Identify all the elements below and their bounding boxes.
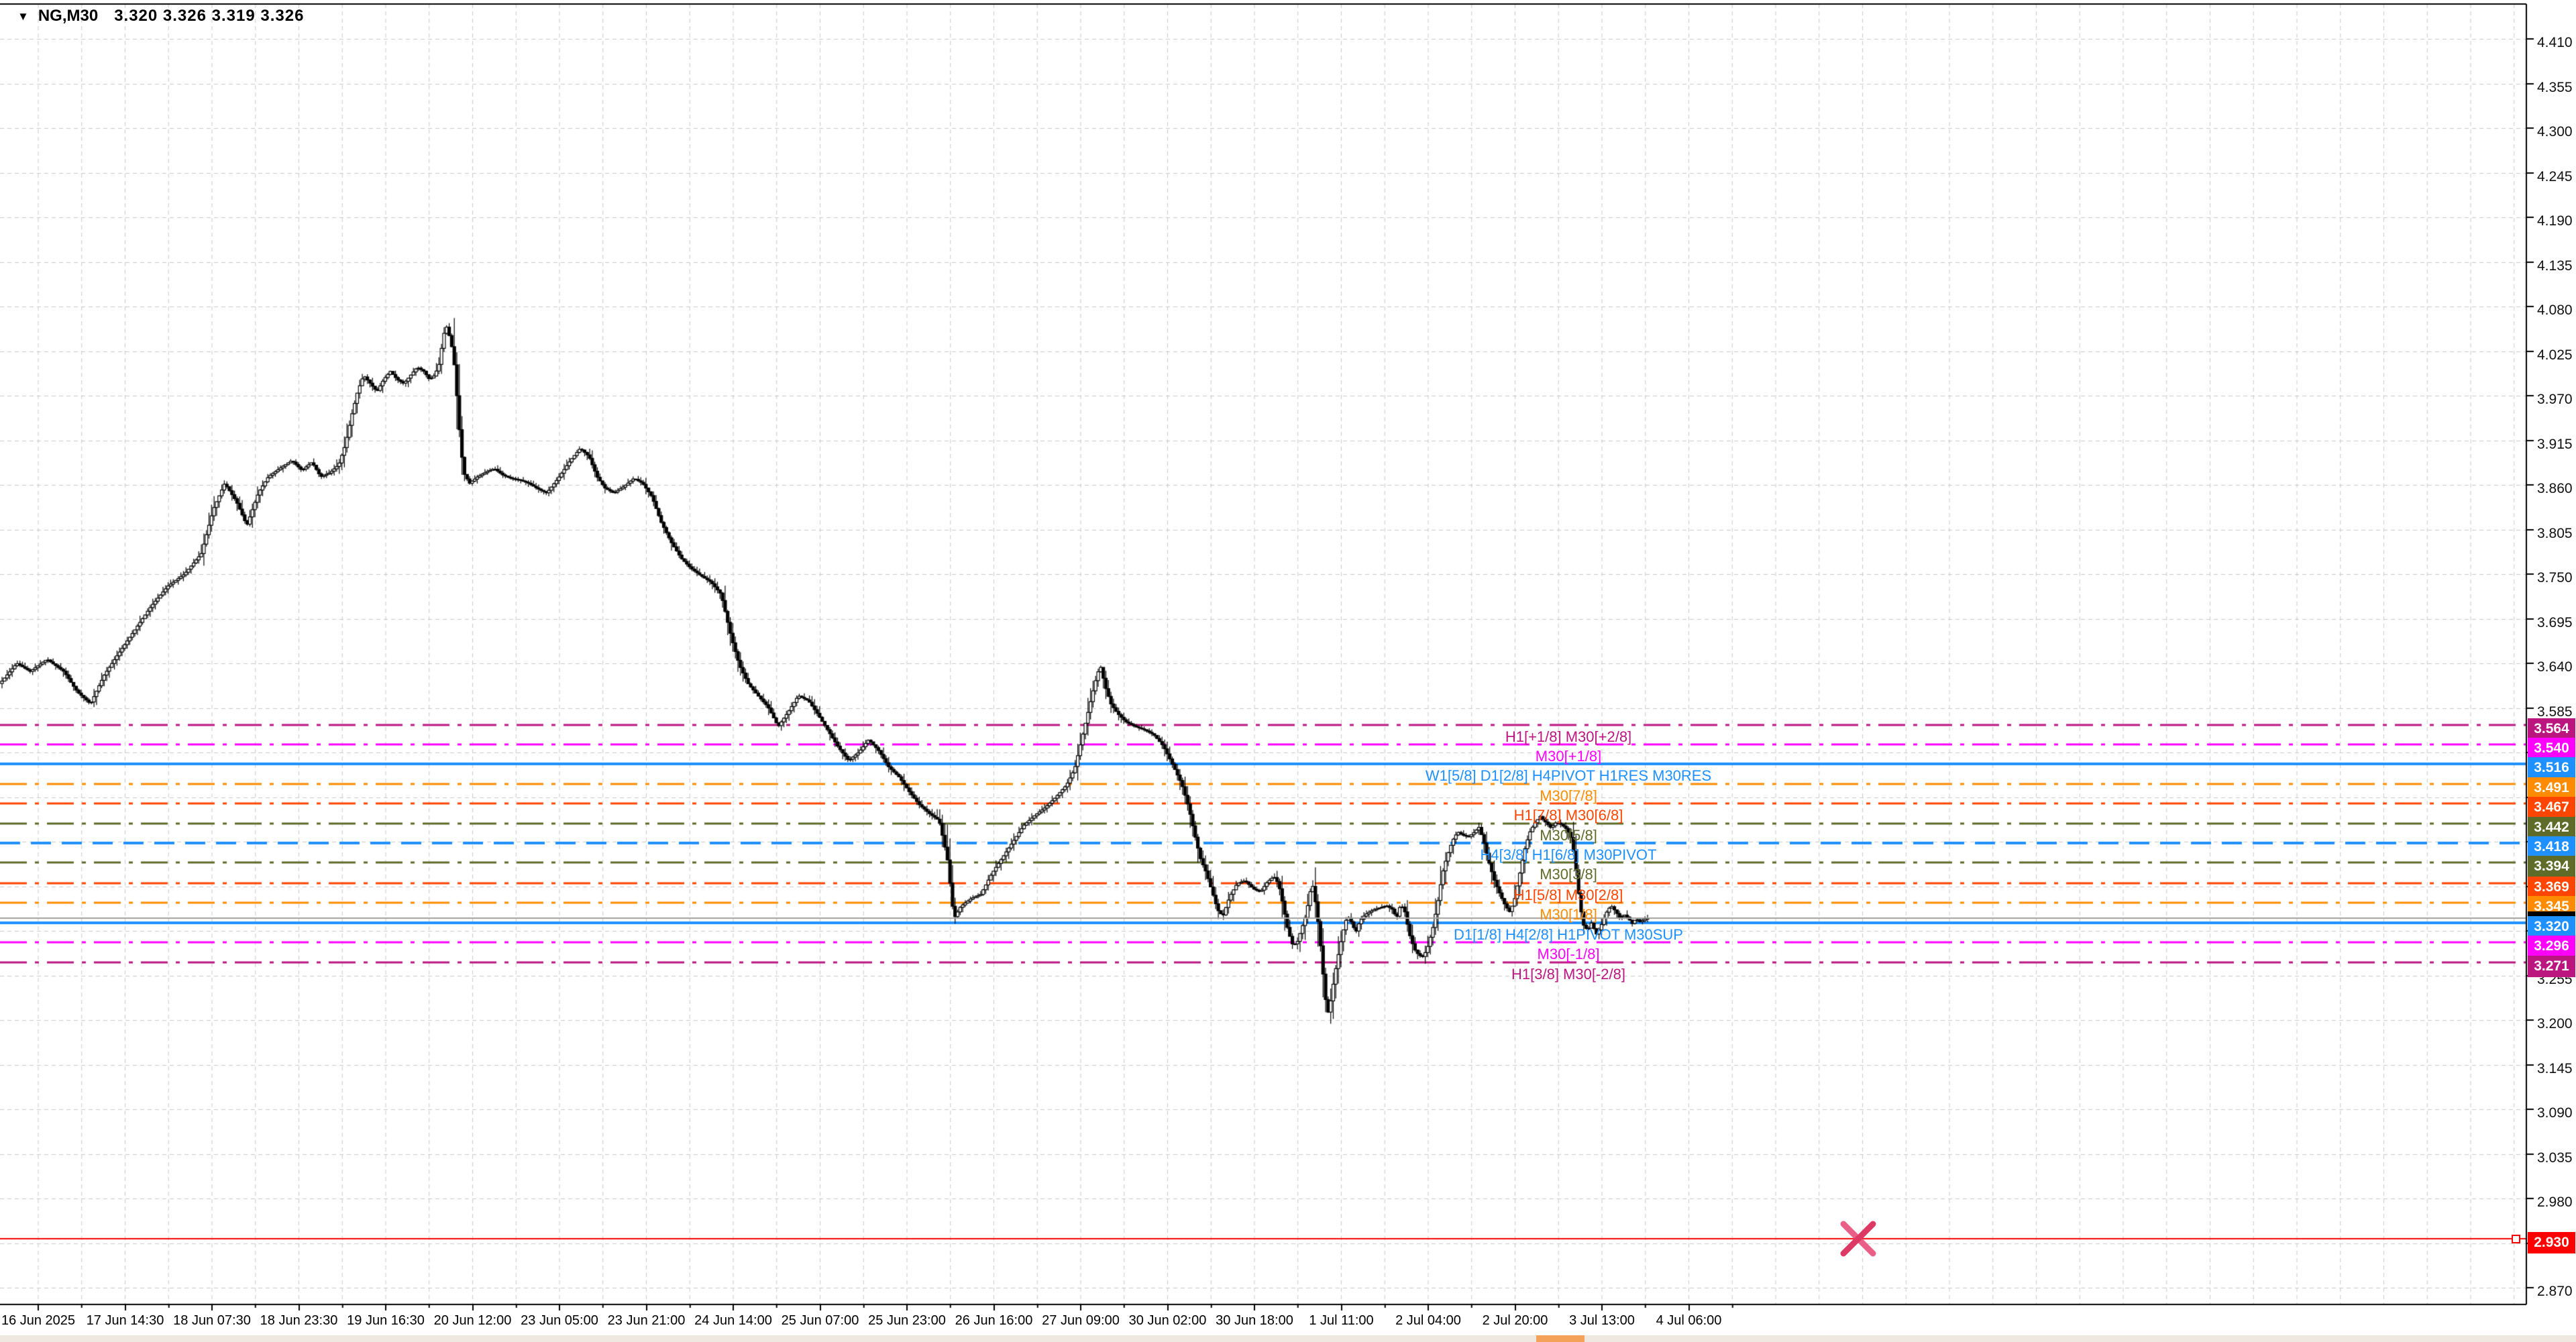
time-tick-label: 16 Jun 2025 [1,1313,76,1328]
time-tick-label: 4 Jul 06:00 [1656,1313,1722,1328]
time-tick-label: 25 Jun 23:00 [868,1313,946,1328]
time-tick-label: 20 Jun 12:00 [433,1313,512,1328]
price-tick-label: 4.135 [2537,258,2573,274]
level-price-badge: 3.442 [2528,817,2575,839]
price-tick-label: 4.410 [2537,35,2573,50]
price-tick-label: 4.190 [2537,213,2573,229]
time-tick-label: 30 Jun 02:00 [1128,1313,1207,1328]
level-label[interactable]: M30[-1/8] [1537,945,1600,962]
level-label[interactable]: M30[3/8] [1540,866,1597,883]
level-price-badge: 3.296 [2528,935,2575,957]
level-price-badge: 3.467 [2528,797,2575,819]
level-label[interactable]: H4[3/8] H1[6/8] M30PIVOT [1480,846,1657,864]
price-tick-label: 3.145 [2537,1060,2573,1076]
price-tick-label: 3.035 [2537,1150,2573,1166]
time-tick-label: 25 Jun 07:00 [781,1313,859,1328]
hline-price-badge: 2.930 [2528,1232,2575,1254]
price-tick-label: 3.585 [2537,704,2573,720]
symbol-label: NG,M30 [38,7,99,25]
price-tick-label: 3.090 [2537,1105,2573,1121]
time-tick-label: 23 Jun 21:00 [607,1313,686,1328]
level-price-badge: 3.320 [2528,915,2575,938]
time-tick-label: 26 Jun 16:00 [955,1313,1033,1328]
level-label[interactable]: H1[7/8] M30[6/8] [1513,807,1623,824]
time-tick-label: 23 Jun 05:00 [521,1313,598,1328]
level-price-badge: 3.418 [2528,836,2575,858]
price-tick-label: 2.980 [2537,1194,2573,1210]
price-axis[interactable]: 4.410 4.355 4.300 4.245 4.190 4.135 4.080 4.025… [2527,4,2576,1304]
level-label[interactable]: H1[3/8] M30[-2/8] [1511,966,1625,983]
price-tick-label: 3.200 [2537,1016,2573,1031]
time-tick-label: 30 Jun 18:00 [1216,1313,1293,1328]
time-tick-label: 1 Jul 11:00 [1309,1313,1374,1328]
price-tick-label: 3.640 [2537,659,2573,675]
level-price-badge: 3.564 [2528,718,2575,740]
symbol-dropdown-icon[interactable]: ▼ [17,9,29,23]
level-label[interactable]: H1[5/8] M30[2/8] [1513,886,1623,903]
time-tick-label: 2 Jul 20:00 [1482,1313,1548,1328]
level-price-badge: 3.369 [2528,876,2575,898]
level-label[interactable]: M30[1/8] [1540,905,1597,923]
level-price-badge: 3.516 [2528,757,2575,779]
price-tick-label: 3.970 [2537,392,2573,407]
price-tick-label: 4.245 [2537,168,2573,184]
time-axis[interactable]: 16 Jun 2025 17 Jun 14:30 18 Jun 07:30 18 Ju… [0,1305,2526,1335]
bottom-strip-accent [1536,1335,1585,1342]
price-tick-label: 4.080 [2537,302,2573,318]
price-tick-label: 3.695 [2537,614,2573,630]
sell-cross-marker[interactable] [1838,1219,1878,1259]
time-tick-label: 3 Jul 13:00 [1569,1313,1635,1328]
bottom-strip [0,1335,2576,1342]
price-tick-label: 4.355 [2537,79,2573,95]
level-label[interactable]: H1[+1/8] M30[+2/8] [1505,728,1632,745]
level-price-badge: 3.491 [2528,777,2575,799]
price-tick-label: 3.915 [2537,436,2573,452]
hline-drag-handle[interactable] [2512,1235,2520,1244]
level-price-badge: 3.540 [2528,737,2575,759]
symbol-ohlc-quote: 3.320 3.326 3.319 3.326 [114,7,305,25]
time-tick-label: 17 Jun 14:30 [86,1313,164,1328]
price-tick-label: 3.805 [2537,525,2573,541]
level-label[interactable]: D1[1/8] H4[2/8] H1PIVOT M30SUP [1454,926,1683,943]
level-label[interactable]: M30[5/8] [1540,827,1597,844]
price-tick-label: 4.025 [2537,347,2573,363]
level-price-badge: 3.271 [2528,956,2575,978]
time-tick-label: 24 Jun 14:00 [694,1313,772,1328]
level-label[interactable]: M30[7/8] [1540,787,1597,805]
time-tick-label: 2 Jul 04:00 [1395,1313,1461,1328]
time-tick-label: 18 Jun 23:30 [260,1313,338,1328]
level-label[interactable]: W1[5/8] D1[2/8] H4PIVOT H1RES M30RES [1425,767,1712,784]
price-tick-label: 3.860 [2537,481,2573,496]
level-price-badge: 3.394 [2528,856,2575,878]
price-tick-label: 4.300 [2537,124,2573,139]
time-tick-label: 27 Jun 09:00 [1042,1313,1120,1328]
time-tick-label: 18 Jun 07:30 [173,1313,251,1328]
time-tick-label: 19 Jun 16:30 [347,1313,425,1328]
price-tick-label: 3.750 [2537,570,2573,585]
symbol-title: ▼ NG,M30 3.320 3.326 3.319 3.326 [17,7,304,25]
level-label[interactable]: M30[+1/8] [1535,747,1602,765]
price-tick-label: 2.870 [2537,1284,2573,1299]
